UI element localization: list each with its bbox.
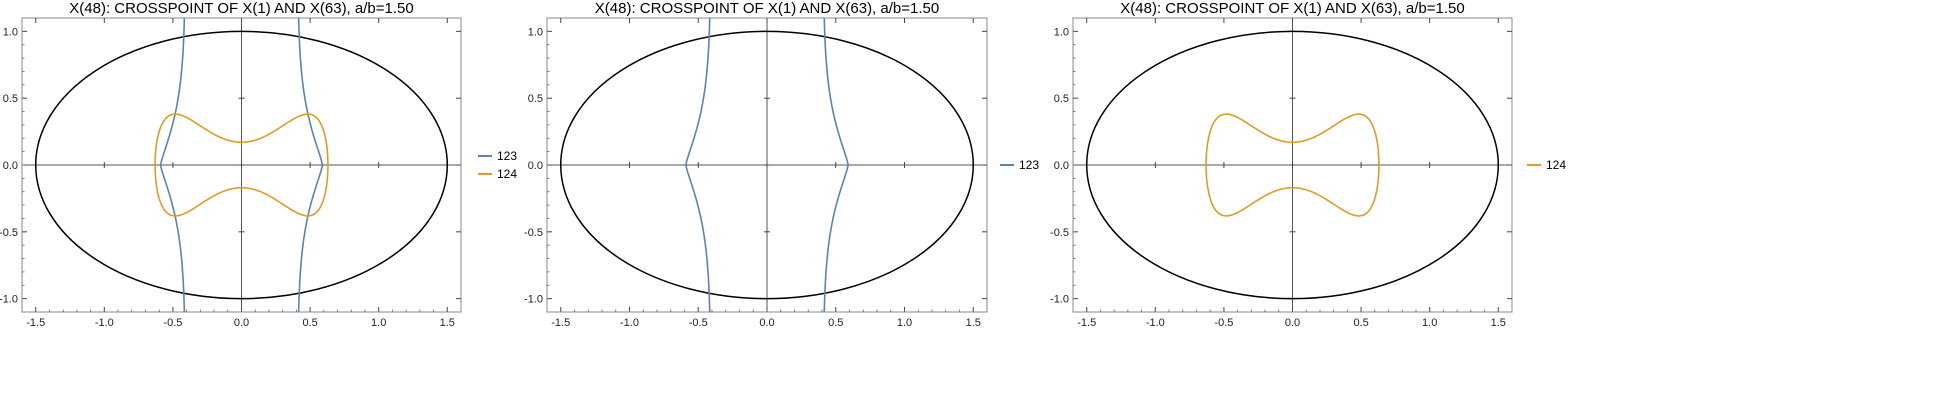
- y-tick-label: 0.0: [1054, 160, 1069, 172]
- x-tick-label: 0.5: [1353, 317, 1368, 329]
- series-124-curve: [1205, 113, 1380, 217]
- x-tick-label: 1.0: [1422, 317, 1437, 329]
- legend-label-124: 124: [1546, 158, 1566, 172]
- x-tick-label: 0.5: [302, 317, 317, 329]
- x-tick-label: 1.5: [440, 317, 455, 329]
- legend-label-123: 123: [1019, 158, 1039, 172]
- x-tick-label: -1.5: [1077, 317, 1096, 329]
- x-tick-label: -1.0: [95, 317, 114, 329]
- chart-panel-2: X(48): CROSSPOINT OF X(1) AND X(63), a/b…: [524, 0, 1039, 329]
- chart-title: X(48): CROSSPOINT OF X(1) AND X(63), a/b…: [595, 0, 939, 17]
- series-123-curve: [159, 18, 186, 312]
- x-tick-label: 0.5: [828, 317, 843, 329]
- y-tick-label: 0.5: [528, 93, 543, 105]
- y-tick-label: 0.0: [3, 160, 18, 172]
- y-tick-label: 0.5: [3, 93, 18, 105]
- y-tick-label: -0.5: [524, 227, 543, 239]
- ellipse-curve: [560, 30, 974, 300]
- x-tick-label: -1.5: [551, 317, 570, 329]
- plot-area: [1085, 30, 1500, 300]
- x-tick-label: -0.5: [163, 317, 182, 329]
- x-tick-label: 1.5: [966, 317, 981, 329]
- chart-title: X(48): CROSSPOINT OF X(1) AND X(63), a/b…: [69, 0, 413, 17]
- x-tick-label: 1.0: [897, 317, 912, 329]
- x-tick-label: 1.0: [371, 317, 386, 329]
- y-tick-label: -1.0: [1050, 294, 1069, 306]
- y-tick-label: 1.0: [1054, 26, 1069, 38]
- x-tick-label: -0.5: [1214, 317, 1233, 329]
- plot-area: [34, 18, 449, 312]
- x-tick-label: -1.0: [1146, 317, 1165, 329]
- y-tick-label: 1.0: [528, 26, 543, 38]
- series-123-curve: [823, 18, 849, 312]
- legend-label-124: 124: [497, 167, 517, 181]
- y-tick-label: -1.0: [0, 294, 18, 306]
- x-tick-label: -1.0: [620, 317, 639, 329]
- y-tick-label: -1.0: [524, 294, 543, 306]
- x-tick-label: -1.5: [26, 317, 45, 329]
- chart-title: X(48): CROSSPOINT OF X(1) AND X(63), a/b…: [1120, 0, 1464, 17]
- x-tick-label: 1.5: [1491, 317, 1506, 329]
- x-tick-label: -0.5: [689, 317, 708, 329]
- chart-panel-1: X(48): CROSSPOINT OF X(1) AND X(63), a/b…: [0, 0, 517, 329]
- y-tick-label: -0.5: [1050, 227, 1069, 239]
- series-123-curve: [297, 18, 324, 312]
- chart-panel-3: X(48): CROSSPOINT OF X(1) AND X(63), a/b…: [1050, 0, 1566, 329]
- series-123-curve: [685, 18, 711, 312]
- y-tick-label: 1.0: [3, 26, 18, 38]
- legend-label-123: 123: [497, 149, 517, 163]
- plot-area: [560, 18, 974, 312]
- x-tick-label: 0.0: [234, 317, 249, 329]
- ellipse-curve: [34, 30, 449, 300]
- x-tick-label: 0.0: [1285, 317, 1300, 329]
- y-tick-label: 0.0: [528, 160, 543, 172]
- y-tick-label: 0.5: [1054, 93, 1069, 105]
- y-tick-label: -0.5: [0, 227, 18, 239]
- series-124-curve: [154, 113, 329, 217]
- ellipse-curve: [1085, 30, 1500, 300]
- x-tick-label: 0.0: [759, 317, 774, 329]
